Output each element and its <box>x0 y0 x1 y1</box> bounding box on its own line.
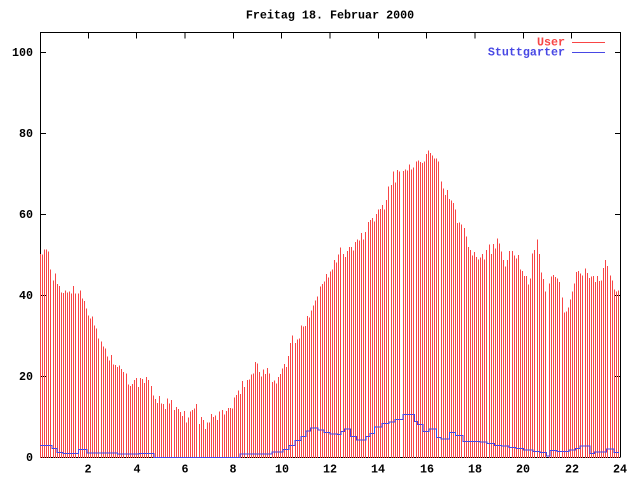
svg-text:12: 12 <box>323 463 337 477</box>
svg-text:24: 24 <box>613 463 627 477</box>
svg-text:80: 80 <box>19 127 33 141</box>
svg-text:22: 22 <box>565 463 579 477</box>
svg-text:0: 0 <box>26 451 33 465</box>
svg-text:8: 8 <box>229 463 236 477</box>
svg-text:20: 20 <box>19 370 33 384</box>
svg-text:18: 18 <box>468 463 482 477</box>
svg-text:4: 4 <box>133 463 140 477</box>
svg-text:6: 6 <box>181 463 188 477</box>
svg-text:2: 2 <box>84 463 91 477</box>
svg-text:User: User <box>537 36 565 50</box>
svg-text:100: 100 <box>12 46 33 60</box>
svg-text:20: 20 <box>516 463 530 477</box>
svg-text:Freitag 18. Februar 2000: Freitag 18. Februar 2000 <box>246 9 414 23</box>
svg-text:40: 40 <box>19 289 33 303</box>
svg-text:16: 16 <box>420 463 434 477</box>
svg-text:14: 14 <box>371 463 385 477</box>
svg-text:10: 10 <box>275 463 289 477</box>
svg-text:60: 60 <box>19 208 33 222</box>
svg-text:Stuttgarter: Stuttgarter <box>488 46 565 60</box>
